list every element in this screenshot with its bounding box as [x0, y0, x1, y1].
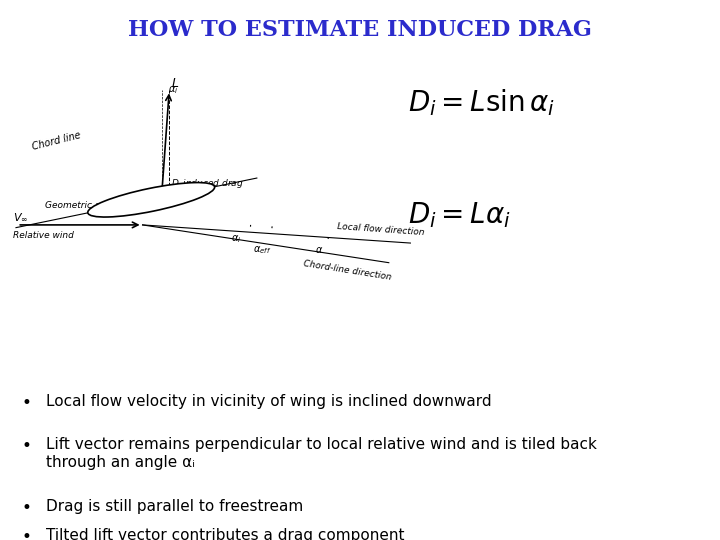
Text: $\alpha_{eff}$: $\alpha_{eff}$ — [253, 244, 271, 256]
Text: •: • — [21, 499, 31, 517]
Text: •: • — [21, 528, 31, 540]
Text: $\alpha_i$: $\alpha_i$ — [168, 84, 179, 96]
Text: Relative wind: Relative wind — [13, 231, 74, 240]
Text: $\alpha$: $\alpha$ — [134, 194, 143, 204]
Text: Geometric angle of attack: Geometric angle of attack — [45, 201, 163, 210]
Text: HOW TO ESTIMATE INDUCED DRAG: HOW TO ESTIMATE INDUCED DRAG — [128, 19, 592, 41]
Text: Chord line: Chord line — [31, 130, 81, 152]
Text: $D_i = L\alpha_i$: $D_i = L\alpha_i$ — [408, 200, 510, 230]
Text: •: • — [21, 437, 31, 455]
Text: $V_{\infty}$: $V_{\infty}$ — [13, 211, 28, 222]
Text: $\alpha_i$: $\alpha_i$ — [231, 233, 241, 245]
Text: Drag is still parallel to freestream: Drag is still parallel to freestream — [45, 499, 303, 514]
Text: Lift vector remains perpendicular to local relative wind and is tiled back
throu: Lift vector remains perpendicular to loc… — [45, 437, 596, 470]
Text: Local flow direction: Local flow direction — [337, 222, 425, 238]
Ellipse shape — [88, 183, 215, 217]
Text: $D_i = L\sin\alpha_i$: $D_i = L\sin\alpha_i$ — [408, 87, 554, 118]
Text: Local flow velocity in vicinity of wing is inclined downward: Local flow velocity in vicinity of wing … — [45, 394, 491, 409]
Text: $D_i$ induced drag: $D_i$ induced drag — [171, 178, 244, 191]
Text: L: L — [171, 77, 179, 90]
Text: $\alpha$: $\alpha$ — [315, 245, 324, 255]
Text: Chord-line direction: Chord-line direction — [302, 259, 392, 282]
Text: •: • — [21, 394, 31, 411]
Text: Tilted lift vector contributes a drag component: Tilted lift vector contributes a drag co… — [45, 528, 404, 540]
